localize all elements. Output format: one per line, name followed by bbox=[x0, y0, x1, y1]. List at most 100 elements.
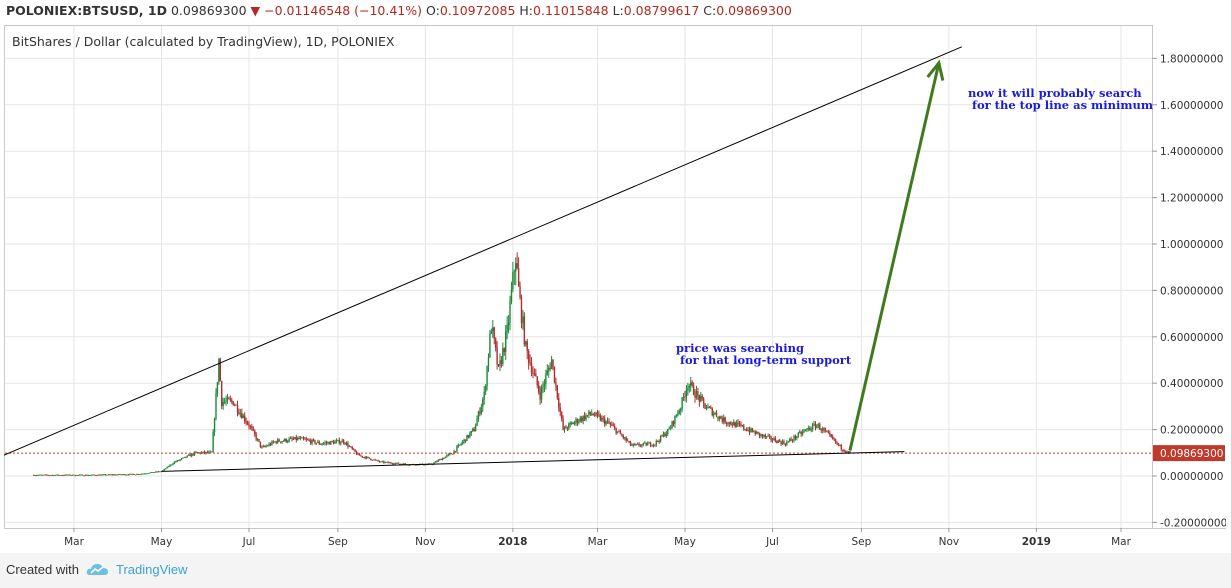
candle-body bbox=[766, 436, 768, 438]
candle-body bbox=[112, 474, 114, 476]
chart-canvas[interactable]: -0.20000000 0.00000000 0.20000000 0.4000000… bbox=[4, 25, 1226, 552]
candle-body bbox=[698, 395, 701, 402]
annotation-top-line[interactable]: now it will probably search for the top … bbox=[968, 87, 1153, 111]
candle-body bbox=[238, 412, 240, 414]
candle-body bbox=[552, 359, 554, 367]
candle-body bbox=[268, 443, 270, 446]
x-tick-label: Sep bbox=[852, 536, 872, 548]
candle-body bbox=[84, 474, 87, 476]
candle-body bbox=[255, 434, 257, 440]
candle-body bbox=[276, 439, 279, 443]
candle-body bbox=[803, 430, 805, 432]
candle-body bbox=[733, 422, 735, 426]
candle-body bbox=[734, 422, 736, 428]
candle-body bbox=[101, 474, 104, 476]
candle-body bbox=[231, 399, 233, 402]
candle-body bbox=[609, 423, 612, 425]
candle-body bbox=[134, 474, 137, 476]
candle-body bbox=[384, 462, 386, 463]
candle-body bbox=[254, 430, 256, 435]
candle-body bbox=[341, 440, 343, 443]
candle-body bbox=[312, 439, 315, 441]
candle-body bbox=[365, 456, 368, 459]
candle-body bbox=[507, 322, 510, 326]
candle-body bbox=[704, 403, 706, 409]
candle-body bbox=[129, 473, 131, 475]
tradingview-cloud-icon[interactable] bbox=[86, 560, 110, 578]
chart-area[interactable]: -0.20000000 0.00000000 0.20000000 0.4000000… bbox=[4, 25, 1226, 552]
candle-body bbox=[324, 442, 326, 444]
candle-body bbox=[233, 405, 236, 406]
upper-trend-line[interactable] bbox=[4, 46, 962, 456]
candle-body bbox=[73, 474, 75, 476]
candle-body bbox=[707, 406, 709, 409]
candle-body bbox=[34, 475, 36, 477]
candle-body bbox=[96, 475, 98, 477]
candle-body bbox=[661, 435, 663, 437]
candle-body bbox=[262, 446, 265, 448]
lower-support-line[interactable] bbox=[161, 451, 905, 472]
x-tick-label: May bbox=[151, 536, 173, 548]
candle-body bbox=[232, 401, 234, 406]
candle-body bbox=[826, 430, 828, 432]
candle-body bbox=[535, 373, 537, 377]
annotation-top-line-1: now it will probably search bbox=[968, 86, 1142, 100]
candle-body bbox=[741, 425, 744, 427]
candle-body bbox=[644, 442, 646, 444]
candle-body bbox=[780, 441, 782, 445]
candle-body bbox=[342, 440, 345, 443]
candle-body bbox=[833, 438, 835, 440]
y-tick-label: 0.20000000 bbox=[1160, 425, 1223, 437]
open-label: O: bbox=[426, 3, 440, 18]
candle-body bbox=[585, 415, 587, 420]
candle-body bbox=[490, 331, 493, 334]
candle-body bbox=[479, 411, 481, 414]
candle-body bbox=[317, 441, 319, 443]
projection-arrow-line[interactable] bbox=[848, 62, 941, 451]
close-label: C: bbox=[703, 3, 717, 18]
y-tick-label: 1.00000000 bbox=[1160, 239, 1223, 251]
candle-body bbox=[506, 325, 508, 332]
candle-body bbox=[799, 432, 801, 433]
candle-body bbox=[334, 441, 336, 444]
candle-body bbox=[685, 390, 688, 397]
candle-body bbox=[589, 411, 592, 415]
candle-body bbox=[153, 472, 156, 474]
candle-body bbox=[394, 463, 396, 465]
candle-body bbox=[51, 475, 54, 476]
candle-body bbox=[461, 441, 464, 444]
candle-body bbox=[162, 470, 164, 472]
candle-body bbox=[163, 468, 166, 471]
candle-body bbox=[794, 436, 797, 439]
tradingview-link[interactable]: TradingView bbox=[116, 562, 188, 577]
candle-body bbox=[97, 474, 100, 476]
candle-body bbox=[735, 422, 738, 428]
candle-body bbox=[37, 475, 39, 476]
candle-body bbox=[781, 441, 784, 445]
candle-body bbox=[652, 444, 655, 446]
candle-body bbox=[77, 474, 80, 476]
candle-body bbox=[53, 475, 55, 476]
candle-body bbox=[682, 396, 685, 398]
candle-body bbox=[694, 394, 696, 398]
candle-body bbox=[629, 441, 632, 445]
candle-body bbox=[203, 451, 206, 454]
candle-body bbox=[288, 438, 290, 442]
candle-body bbox=[256, 439, 259, 440]
candle-body bbox=[404, 463, 407, 465]
candle-body bbox=[499, 360, 501, 366]
candle-body bbox=[687, 387, 689, 391]
candle-body bbox=[813, 424, 815, 426]
candle-body bbox=[622, 435, 625, 439]
candle-body bbox=[228, 397, 230, 400]
candle-body bbox=[122, 474, 124, 476]
annotation-support[interactable]: price was searching for that long-term s… bbox=[676, 342, 851, 366]
candle-body bbox=[265, 445, 267, 447]
candle-body bbox=[285, 438, 287, 442]
candle-body bbox=[60, 475, 62, 476]
candle-body bbox=[512, 272, 514, 290]
candle-body bbox=[849, 451, 851, 453]
candle-body bbox=[588, 411, 590, 415]
candle-body bbox=[568, 423, 570, 429]
candle-body bbox=[690, 382, 692, 386]
